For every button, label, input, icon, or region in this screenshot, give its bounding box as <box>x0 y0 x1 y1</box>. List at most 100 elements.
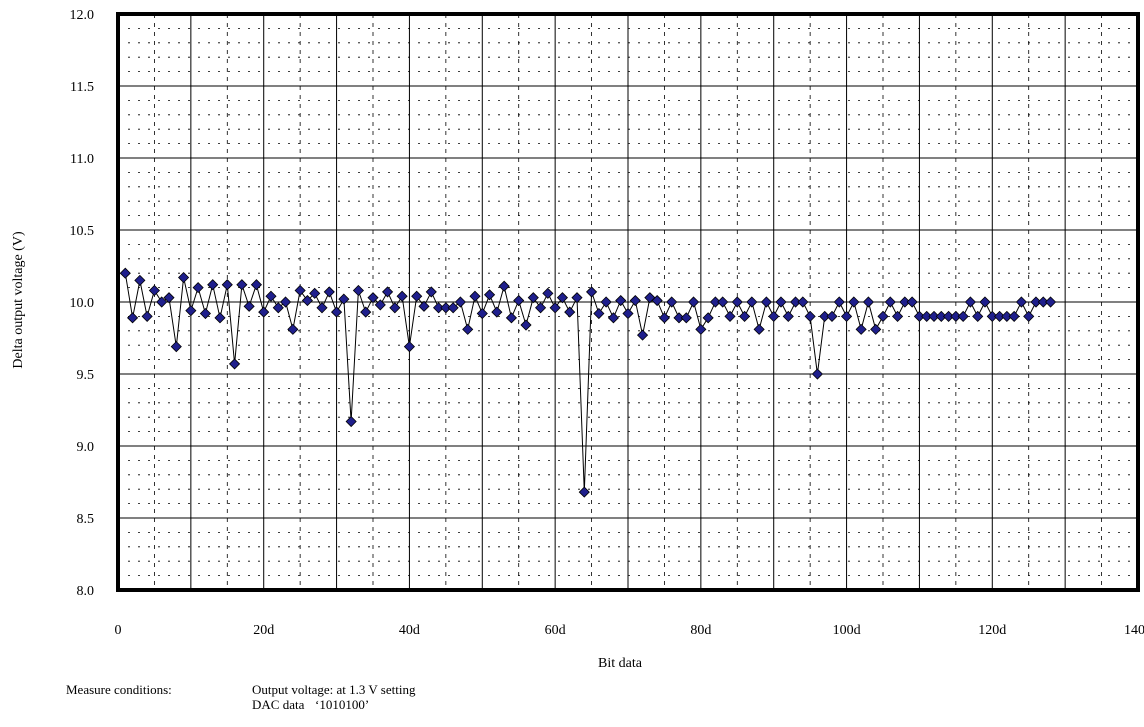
data-point <box>688 296 700 308</box>
data-point <box>527 292 539 304</box>
y-tick-label: 9.5 <box>77 368 95 383</box>
data-point <box>447 302 459 314</box>
data-point <box>301 294 313 307</box>
data-point <box>214 312 226 324</box>
data-point <box>491 306 503 318</box>
data-point <box>943 310 955 322</box>
data-point <box>396 290 408 302</box>
data-point <box>666 296 678 308</box>
data-point <box>571 292 583 304</box>
data-point <box>294 284 306 297</box>
data-point <box>862 296 874 308</box>
x-tick-label: 140d <box>1124 623 1144 638</box>
measure-conditions-label: Measure conditions: <box>66 682 172 697</box>
data-point <box>345 415 357 428</box>
data-point <box>1023 310 1035 322</box>
data-point <box>425 286 437 298</box>
data-point <box>848 296 860 308</box>
data-point <box>170 341 182 353</box>
data-point <box>221 279 233 291</box>
y-tick-label: 10.5 <box>70 224 95 239</box>
x-tick-label: 80d <box>690 623 711 638</box>
data-point <box>797 296 809 308</box>
data-point <box>331 306 343 318</box>
data-point <box>884 296 896 308</box>
data-point <box>746 296 758 308</box>
y-axis-label: Delta output voltage (V) <box>11 231 26 369</box>
x-tick-label: 40d <box>399 623 420 638</box>
data-point <box>403 341 415 353</box>
data-point <box>790 296 802 308</box>
data-point <box>389 302 401 314</box>
data-point <box>739 310 751 322</box>
data-point <box>382 286 394 298</box>
data-point <box>280 296 292 308</box>
x-tick-label: 60d <box>545 623 566 638</box>
data-point <box>178 271 190 284</box>
data-point <box>148 284 160 297</box>
data-point <box>1030 296 1042 308</box>
data-point <box>272 302 284 314</box>
data-point <box>134 274 146 286</box>
y-tick-label: 8.5 <box>77 512 95 527</box>
data-point <box>207 279 219 291</box>
data-point <box>673 312 685 324</box>
data-point <box>564 306 576 318</box>
data-point <box>323 286 335 298</box>
data-point <box>921 310 933 322</box>
dac-data-value: ‘1010100’ <box>315 697 370 712</box>
data-point <box>127 312 139 324</box>
data-point <box>192 282 204 294</box>
data-point <box>702 312 714 324</box>
data-point <box>906 296 918 308</box>
data-point <box>717 296 729 308</box>
data-point <box>855 323 867 335</box>
y-axis-tick-labels: 8.0 8.5 9.0 9.5 10.0 10.5 11.0 11.5 12.0 <box>70 8 95 599</box>
data-point <box>709 296 721 308</box>
data-point <box>935 310 947 322</box>
data-point <box>185 305 197 317</box>
x-tick-label: 120d <box>978 623 1006 638</box>
y-tick-label: 12.0 <box>70 8 95 23</box>
data-point <box>265 290 277 302</box>
data-point <box>199 307 211 320</box>
data-point <box>972 310 984 322</box>
data-point <box>979 296 991 308</box>
x-tick-label: 100d <box>833 623 861 638</box>
data-point <box>498 280 510 292</box>
data-point <box>258 306 270 318</box>
data-point <box>338 293 350 305</box>
data-markers <box>119 267 1057 498</box>
data-point <box>928 310 940 322</box>
data-point <box>374 299 386 311</box>
data-point <box>680 312 692 324</box>
data-point <box>964 296 976 308</box>
x-axis-tick-labels: 0 20d 40d 60d 80d 100d 120d 140d <box>115 623 1144 638</box>
data-point <box>804 310 816 322</box>
data-point <box>578 486 590 498</box>
data-point <box>360 306 372 318</box>
data-point <box>229 358 241 370</box>
data-point <box>1015 296 1027 308</box>
data-point <box>593 307 605 320</box>
data-point <box>775 296 787 308</box>
data-point <box>819 310 831 322</box>
data-point <box>957 310 969 322</box>
data-point <box>440 302 452 314</box>
data-point <box>469 290 481 302</box>
data-point <box>287 323 299 335</box>
y-tick-label: 8.0 <box>77 584 95 599</box>
data-point <box>637 329 649 341</box>
plot-area-frame <box>116 12 1140 592</box>
data-point <box>556 292 568 304</box>
data-point <box>1037 296 1049 308</box>
measure-conditions: Measure conditions: Output voltage: at 1.… <box>66 682 415 712</box>
data-point <box>841 310 853 322</box>
data-point <box>826 310 838 322</box>
data-point <box>724 310 736 322</box>
data-point <box>586 286 598 298</box>
data-point <box>352 284 364 297</box>
data-point <box>505 312 517 324</box>
data-point <box>250 279 262 291</box>
